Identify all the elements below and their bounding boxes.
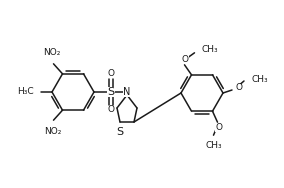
Text: CH₃: CH₃ [202,45,218,54]
Text: O: O [182,55,189,64]
Text: H₃C: H₃C [17,87,34,96]
Text: O: O [108,70,114,79]
Text: CH₃: CH₃ [251,74,268,83]
Text: O: O [215,123,222,132]
Text: S: S [116,127,124,137]
Text: NO₂: NO₂ [44,127,61,136]
Text: O: O [108,105,114,114]
Text: O: O [235,83,242,92]
Text: NO₂: NO₂ [43,48,60,57]
Text: S: S [107,87,114,97]
Text: CH₃: CH₃ [205,141,222,150]
Text: N: N [123,87,131,97]
